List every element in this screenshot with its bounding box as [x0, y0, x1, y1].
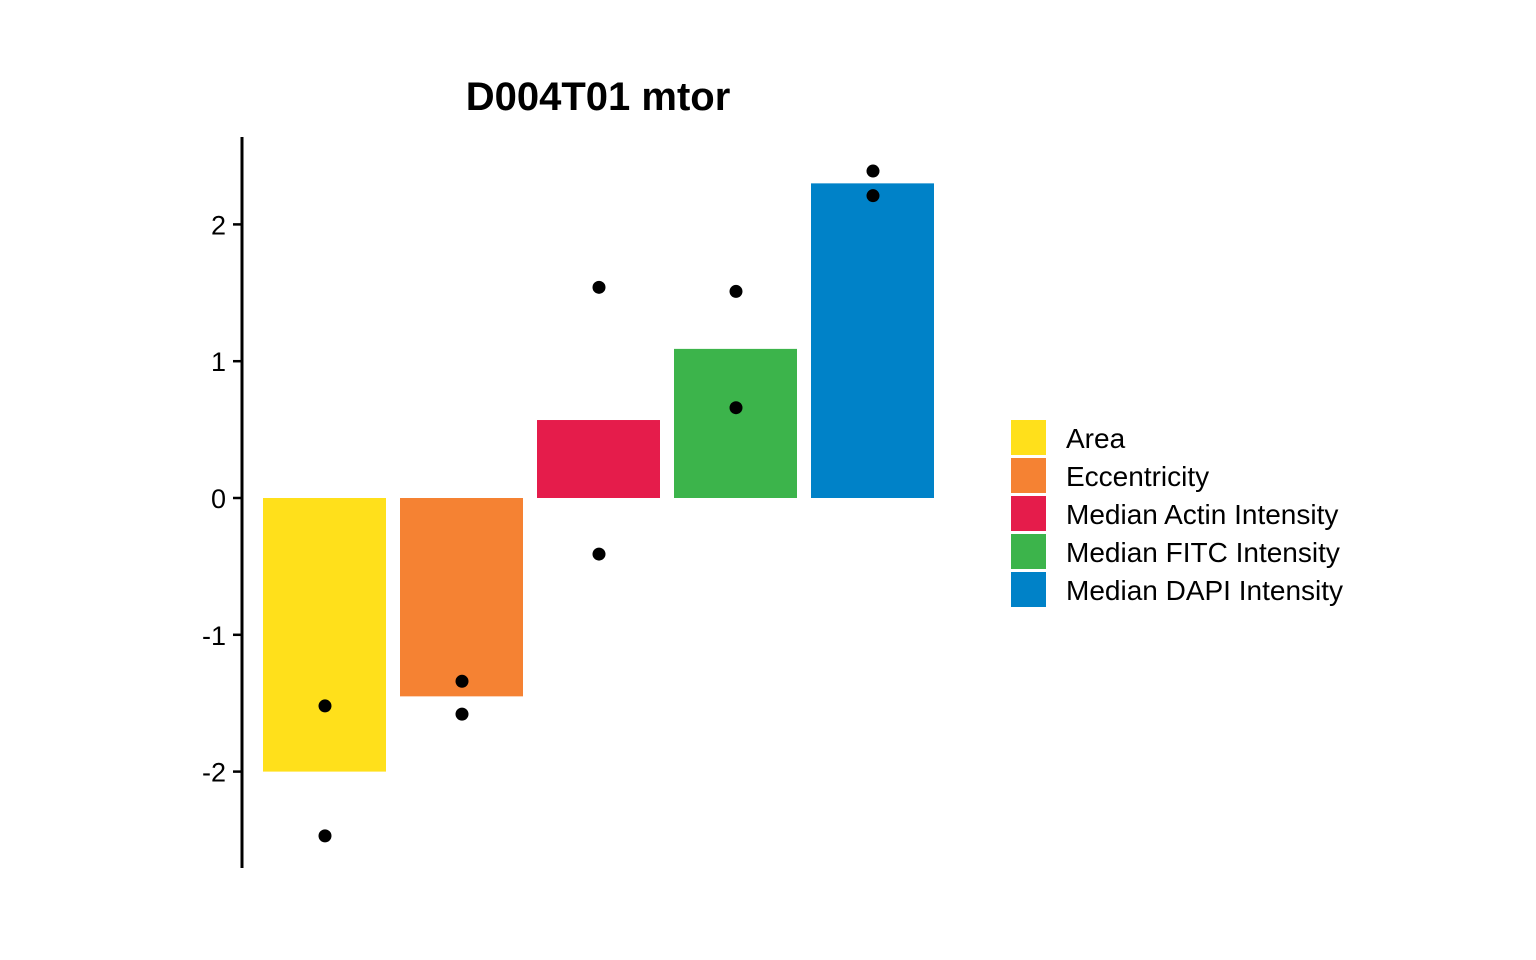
y-tick-label-1: 2 [211, 210, 226, 240]
bar-3 [537, 420, 660, 498]
y-tick-label-2: 1 [211, 347, 226, 377]
bar-1 [263, 498, 386, 772]
legend-key-3 [1011, 496, 1046, 531]
data-point-3-1 [592, 280, 606, 294]
bar-5 [811, 183, 934, 499]
legend-label-3: Median Actin Intensity [1066, 499, 1338, 530]
data-point-1-1 [318, 699, 332, 713]
y-tick-label-4: -1 [202, 621, 226, 651]
legend: Area Eccentricity Median Actin Intensity Me… [1011, 420, 1343, 607]
bar-2 [400, 498, 523, 697]
data-point-3-2 [592, 547, 606, 561]
bar-4 [674, 348, 797, 498]
y-tick-label-3: 0 [211, 484, 226, 514]
legend-key-1 [1011, 420, 1046, 455]
data-point-4-1 [729, 284, 743, 298]
legend-key-4 [1011, 534, 1046, 569]
data-point-2-2 [455, 707, 469, 721]
legend-label-2: Eccentricity [1066, 461, 1209, 492]
data-point-4-2 [729, 401, 743, 415]
bars-group [263, 183, 934, 772]
legend-label-4: Median FITC Intensity [1066, 537, 1340, 568]
data-point-5-2 [866, 189, 880, 203]
legend-label-1: Area [1066, 423, 1126, 454]
data-point-2-1 [455, 674, 469, 688]
legend-key-5 [1011, 572, 1046, 607]
y-axis-ticks: 2 1 0 -1 -2 [202, 210, 242, 788]
legend-key-2 [1011, 458, 1046, 493]
chart-title: D004T01 mtor [466, 75, 731, 119]
y-tick-label-5: -2 [202, 758, 226, 788]
data-point-1-2 [318, 829, 332, 843]
points-group [318, 164, 880, 843]
data-point-5-1 [866, 164, 880, 178]
legend-label-5: Median DAPI Intensity [1066, 575, 1343, 606]
